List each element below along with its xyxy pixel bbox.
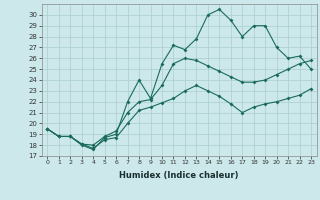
X-axis label: Humidex (Indice chaleur): Humidex (Indice chaleur) [119,171,239,180]
